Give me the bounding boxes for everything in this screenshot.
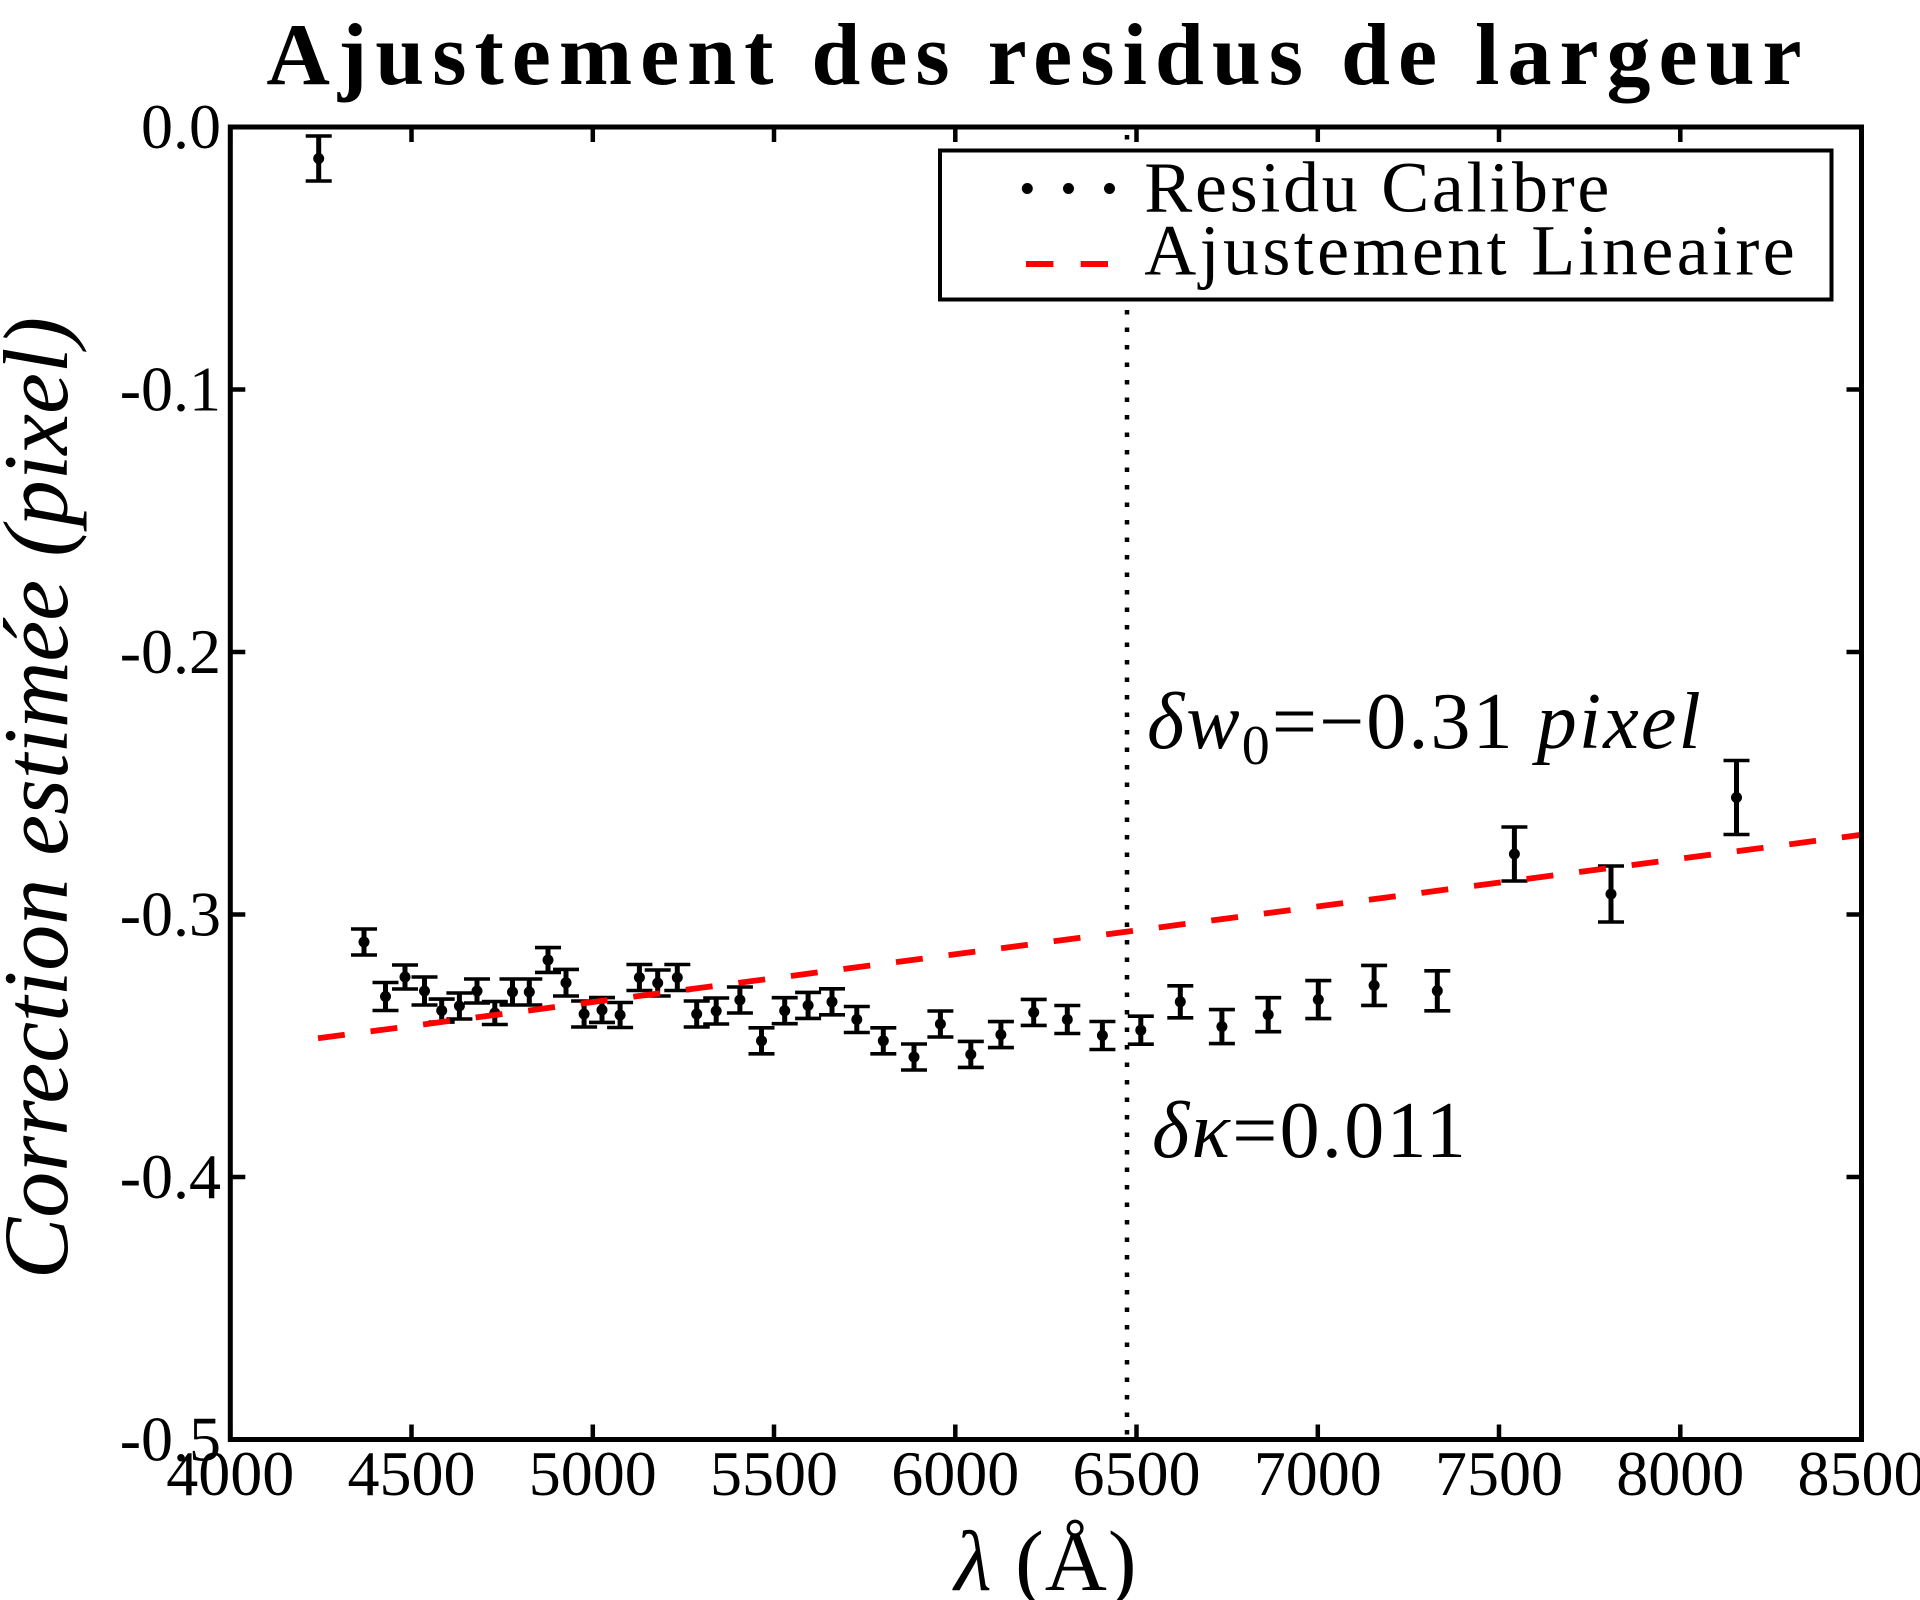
svg-text:Residu Calibre: Residu Calibre — [1144, 148, 1612, 228]
svg-text:Correction estimée (pixel): Correction estimée (pixel) — [0, 317, 87, 1279]
svg-text:6000: 6000 — [891, 1438, 1019, 1509]
svg-text:7500: 7500 — [1435, 1438, 1563, 1509]
svg-text:-0.5: -0.5 — [120, 1404, 221, 1475]
svg-text:λ (Å): λ (Å) — [951, 1513, 1137, 1600]
svg-text:-0.4: -0.4 — [120, 1141, 221, 1212]
svg-text:0.0: 0.0 — [141, 91, 221, 162]
svg-text:8500: 8500 — [1798, 1438, 1920, 1509]
svg-text:8000: 8000 — [1616, 1438, 1744, 1509]
svg-text:Ajustement Lineaire: Ajustement Lineaire — [1144, 211, 1798, 291]
svg-text:6500: 6500 — [1073, 1438, 1201, 1509]
svg-text:5500: 5500 — [710, 1438, 838, 1509]
svg-text:δw0=−0.31 pixel: δw0=−0.31 pixel — [1147, 678, 1703, 777]
svg-text:Ajustement des residus de larg: Ajustement des residus de largeur — [266, 7, 1809, 104]
svg-text:4000: 4000 — [166, 1438, 294, 1509]
svg-text:4500: 4500 — [348, 1438, 476, 1509]
svg-text:-0.3: -0.3 — [120, 879, 221, 950]
svg-text:δκ=0.011: δκ=0.011 — [1152, 1087, 1468, 1175]
svg-text:-0.1: -0.1 — [120, 354, 221, 425]
svg-text:-0.2: -0.2 — [120, 616, 221, 687]
svg-text:7000: 7000 — [1254, 1438, 1382, 1509]
svg-text:5000: 5000 — [529, 1438, 657, 1509]
